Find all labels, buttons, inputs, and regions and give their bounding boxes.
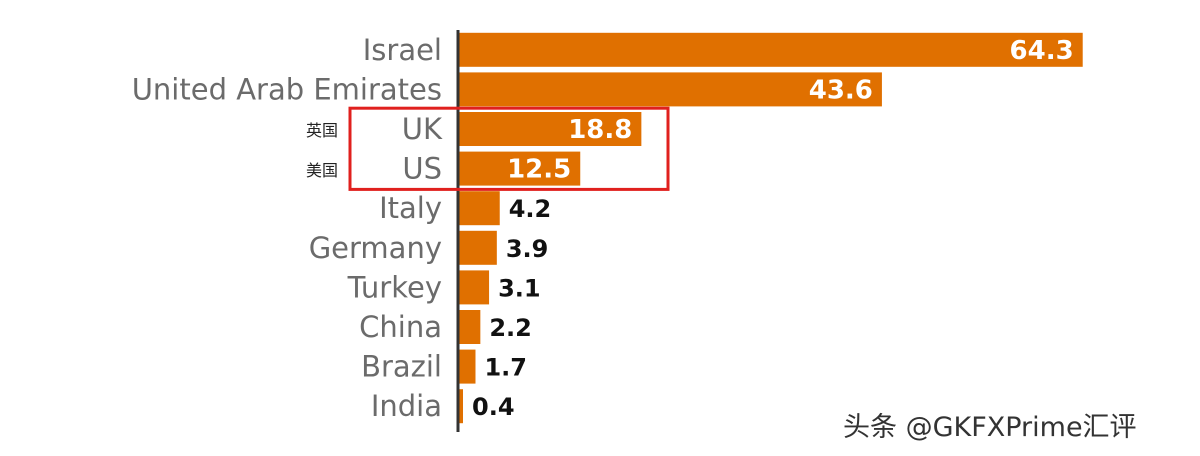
bar-italy [459,191,500,226]
category-label-germany: Germany [309,231,442,265]
value-label-israel: 64.3 [1010,36,1074,66]
bar-brazil [459,349,476,384]
highlight-box [348,106,670,191]
annotation-uk: 英国 [306,121,338,140]
bar-china [459,310,481,344]
value-label-india: 0.4 [472,393,515,421]
category-label-israel: Israel [363,33,442,67]
bar-united-arab-emirates [459,72,882,107]
value-label-brazil: 1.7 [484,354,527,382]
category-label-turkey: Turkey [347,270,442,304]
category-label-brazil: Brazil [361,350,442,384]
category-label-us: US [402,152,442,186]
category-label-uk: UK [402,112,443,146]
category-label-italy: Italy [379,191,442,225]
bar-germany [459,230,497,265]
value-label-china: 2.2 [489,314,532,342]
category-label-china: China [359,310,442,344]
value-label-italy: 4.2 [509,195,552,223]
watermark-text: 头条 @GKFXPrime汇评 [843,412,1137,443]
value-label-germany: 3.9 [506,235,549,263]
value-label-uk: 18.8 [568,115,632,145]
labels-layer: Israel 64.3 United Arab Emirates 43.6 UK 18.8… [132,33,1074,423]
bar-india [459,389,463,424]
annotation-us: 美国 [306,161,338,180]
bar-uk [459,112,642,146]
value-label-us: 12.5 [507,155,571,185]
bar-israel [459,32,1083,67]
value-label-united-arab-emirates: 43.6 [809,75,873,105]
category-label-united-arab-emirates: United Arab Emirates [132,72,442,106]
bar-turkey [459,270,490,305]
category-label-india: India [371,389,442,423]
bar-us [459,151,581,186]
bars-layer [459,32,1083,424]
value-label-turkey: 3.1 [498,274,541,302]
